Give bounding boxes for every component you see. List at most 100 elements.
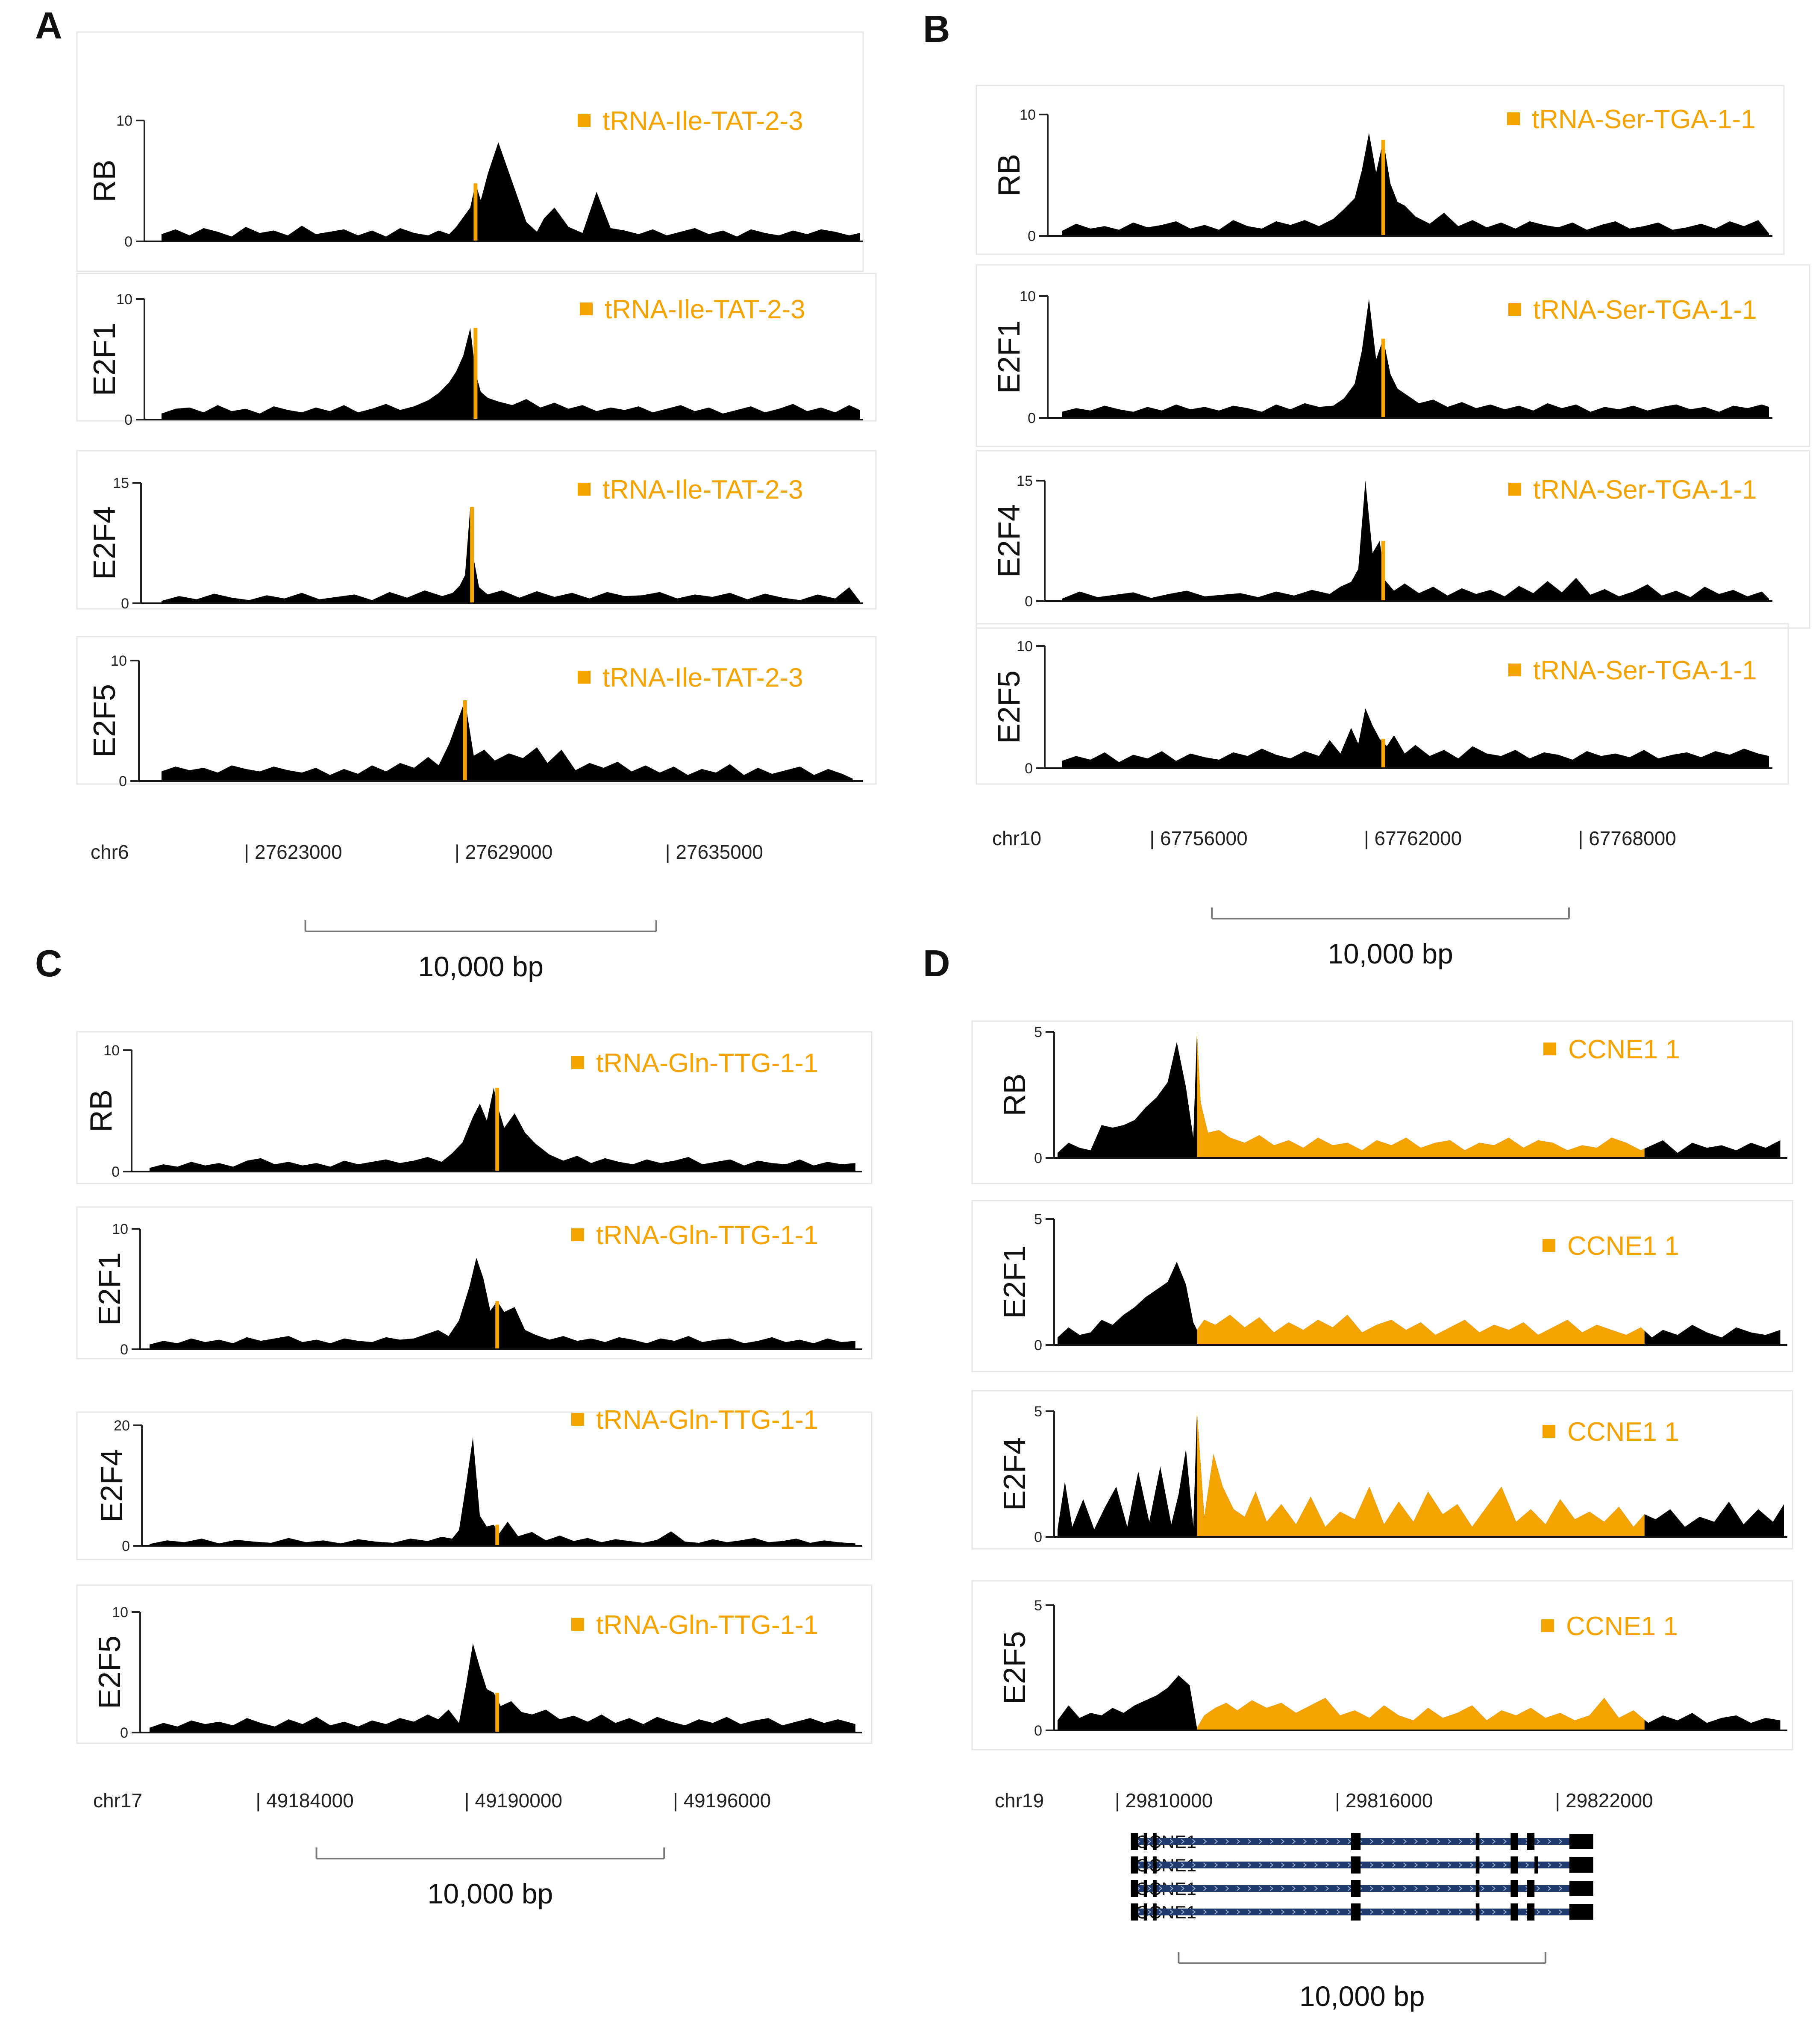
signal-area	[162, 507, 860, 603]
track-frame	[976, 264, 1810, 447]
y-tick-label-max: 5	[1034, 1211, 1042, 1228]
strand-arrow	[1192, 1909, 1196, 1915]
panel-label: C	[35, 942, 62, 984]
track-e2f5: E2F5 10 0 tRNA-Gln-TTG-1-1	[76, 1584, 873, 1744]
strand-arrow	[1381, 1839, 1385, 1844]
y-tick-label-max: 10	[103, 1043, 120, 1059]
strand-arrow	[1403, 1886, 1407, 1891]
x-tick-label: | 49196000	[673, 1789, 771, 1812]
gene-exon	[1510, 1880, 1518, 1897]
strand-arrow	[1314, 1839, 1318, 1844]
legend-label: CCNE1 1	[1567, 1417, 1679, 1447]
strand-arrow	[1414, 1839, 1418, 1844]
gene-exon	[1534, 1856, 1538, 1874]
gene-exon	[1351, 1833, 1361, 1850]
track-name: E2F4	[88, 506, 122, 580]
scale-bar: 10,000 bp	[1211, 907, 1570, 969]
track-name: E2F1	[992, 320, 1026, 394]
track-frame	[76, 1411, 873, 1560]
legend-label: tRNA-Ser-TGA-1-1	[1533, 656, 1757, 685]
strand-arrow	[1348, 1886, 1352, 1891]
track-frame	[76, 636, 877, 785]
strand-arrow	[1470, 1909, 1474, 1915]
legend-swatch	[578, 671, 591, 684]
track-name: E2F1	[93, 1252, 127, 1326]
y-tick-label-max: 15	[113, 475, 129, 491]
strand-arrow	[1214, 1839, 1218, 1844]
strand-arrow	[1537, 1886, 1540, 1891]
track-name: RB	[992, 154, 1026, 197]
coordinate-axis: chr19 | 29810000 | 29816000 | 29822000	[995, 1789, 1653, 1812]
y-tick-label-max: 10	[116, 291, 132, 308]
strand-arrow	[1325, 1862, 1329, 1868]
strand-arrow	[1170, 1909, 1174, 1915]
y-tick-label-zero: 0	[1034, 1337, 1042, 1354]
strand-arrow	[1237, 1862, 1240, 1868]
gene-exon	[1351, 1903, 1361, 1921]
y-tick-label-zero: 0	[124, 234, 132, 250]
strand-arrow	[1325, 1909, 1329, 1915]
legend-label: tRNA-Ile-TAT-2-3	[602, 106, 803, 136]
strand-arrow	[1270, 1909, 1274, 1915]
strand-arrow	[1159, 1862, 1163, 1868]
strand-arrow	[1214, 1909, 1218, 1915]
y-tick-label-max: 20	[114, 1418, 130, 1434]
y-tick-label-max: 15	[1017, 473, 1033, 489]
strand-arrow	[1403, 1909, 1407, 1915]
x-tick-label: | 67768000	[1578, 827, 1676, 849]
scale-bar-label: 10,000 bp	[1328, 938, 1453, 969]
strand-arrow	[1214, 1862, 1218, 1868]
strand-arrow	[1492, 1862, 1496, 1868]
gene-exon	[1527, 1903, 1535, 1921]
coordinate-axis: chr6 | 27623000 | 27629000 | 27635000	[91, 841, 763, 863]
strand-arrow	[1448, 1839, 1452, 1844]
track-name: E2F4	[95, 1449, 129, 1522]
strand-arrow	[1292, 1909, 1296, 1915]
legend-swatch	[571, 1413, 584, 1426]
track-e2f5: E2F5 5 0 CCNE1 1	[971, 1580, 1793, 1750]
track-frame	[971, 1200, 1793, 1372]
strand-arrow	[1281, 1886, 1285, 1891]
track-name: E2F5	[992, 670, 1026, 744]
signal-area-gene-body	[1197, 1697, 1645, 1730]
strand-arrow	[1503, 1839, 1507, 1844]
strand-arrow	[1392, 1839, 1396, 1844]
strand-arrow	[1203, 1839, 1207, 1844]
y-tick-label-zero: 0	[1028, 410, 1036, 426]
strand-arrow	[1237, 1886, 1240, 1891]
y-tick-label-zero: 0	[1034, 1723, 1042, 1739]
x-tick-label: | 27623000	[244, 841, 342, 863]
strand-arrow	[1459, 1839, 1463, 1844]
strand-arrow	[1437, 1839, 1440, 1844]
track-e2f4: E2F4 15 0 tRNA-Ser-TGA-1-1	[976, 450, 1810, 629]
strand-arrow	[1525, 1862, 1529, 1868]
signal-area	[150, 1643, 855, 1733]
track-name: E2F4	[998, 1437, 1032, 1511]
x-tick-label: | 29822000	[1555, 1789, 1653, 1812]
track-e2f1: E2F1 10 0 tRNA-Ser-TGA-1-1	[976, 264, 1810, 447]
track-frame	[971, 1390, 1793, 1550]
scale-bar: 10,000 bp	[315, 1847, 665, 1909]
strand-arrow	[1203, 1909, 1207, 1915]
legend-label: tRNA-Ile-TAT-2-3	[605, 295, 805, 324]
gene-exon	[1510, 1833, 1518, 1850]
strand-arrow	[1403, 1839, 1407, 1844]
strand-arrow	[1437, 1862, 1440, 1868]
strand-arrow	[1148, 1862, 1152, 1868]
strand-arrow	[1548, 1909, 1552, 1915]
gene-exon	[1153, 1903, 1157, 1921]
chrom-label: chr17	[93, 1789, 142, 1812]
strand-arrow	[1548, 1839, 1552, 1844]
strand-arrow	[1181, 1839, 1185, 1844]
gene-exon	[1131, 1880, 1138, 1897]
y-tick-label-zero: 0	[1025, 593, 1033, 610]
track-name: E2F1	[88, 323, 122, 396]
strand-arrow	[1281, 1909, 1285, 1915]
y-tick-label-max: 10	[112, 1221, 128, 1237]
scale-bar: 10,000 bp	[304, 920, 657, 982]
chrom-label: chr6	[91, 841, 129, 863]
panel-label: A	[35, 4, 62, 47]
track-e2f4: E2F4 5 0 CCNE1 1	[971, 1390, 1793, 1550]
strand-arrow	[1170, 1886, 1174, 1891]
